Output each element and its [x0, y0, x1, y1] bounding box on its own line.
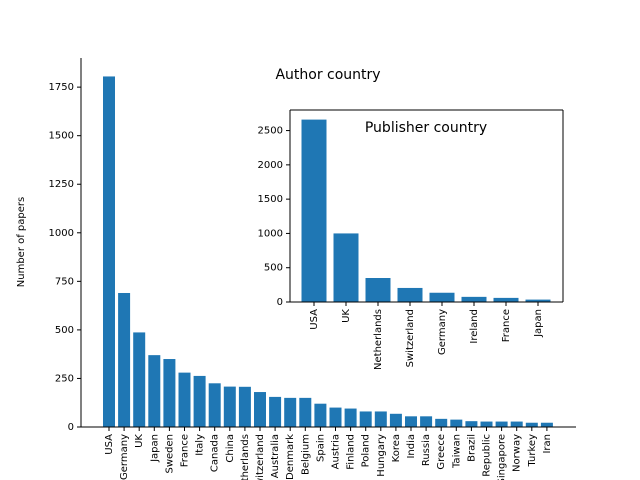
x-tick-label: Finland	[346, 434, 357, 470]
bar	[299, 397, 312, 427]
bar	[223, 386, 236, 427]
x-tick-label: Greece	[436, 434, 447, 470]
bar	[450, 419, 463, 427]
bar	[208, 383, 221, 427]
bar	[374, 411, 387, 427]
bar	[133, 332, 146, 427]
bar	[333, 233, 359, 302]
y-tick-label: 1000	[49, 228, 74, 239]
bar	[525, 299, 551, 302]
x-tick-label: China	[225, 434, 236, 463]
y-tick-label: 1250	[49, 179, 74, 190]
bar	[495, 421, 508, 427]
bar	[148, 355, 161, 427]
x-tick-label: Germany	[437, 309, 448, 355]
y-tick-label: 500	[264, 263, 283, 274]
bar	[301, 119, 327, 302]
y-tick-label: 1750	[49, 82, 74, 93]
x-tick-label: Australia	[270, 434, 281, 478]
bar	[359, 411, 372, 427]
chart-title: Publisher country	[365, 120, 487, 136]
bar	[254, 392, 266, 427]
x-tick-label: Hungary	[376, 434, 387, 477]
bar	[103, 76, 115, 427]
x-tick-label: Czech Republic	[482, 434, 493, 480]
bar	[269, 396, 282, 427]
bar	[118, 292, 131, 427]
y-axis-label: Number of papers	[16, 197, 27, 287]
x-tick-label: Ireland	[469, 309, 480, 344]
bar	[193, 375, 206, 427]
y-tick-label: 0	[68, 422, 74, 433]
bar	[389, 413, 402, 427]
y-tick-label: 0	[277, 297, 283, 308]
x-tick-label: Japan	[149, 434, 160, 463]
x-tick-label: UK	[341, 309, 352, 323]
x-tick-label: Singapore	[497, 434, 508, 480]
y-tick-label: 2500	[258, 126, 283, 137]
inset-background	[290, 110, 563, 302]
x-tick-label: Netherlands	[240, 434, 251, 480]
x-tick-label: Netherlands	[373, 309, 384, 370]
bar	[238, 386, 251, 427]
y-tick-label: 500	[55, 325, 74, 336]
x-tick-label: Korea	[391, 434, 402, 462]
x-tick-label: USA	[309, 309, 320, 330]
bar	[405, 416, 417, 427]
bar	[163, 359, 176, 427]
bar	[284, 397, 297, 427]
x-tick-label: Canada	[210, 434, 221, 472]
x-tick-label: Denmark	[285, 434, 296, 480]
bar	[344, 408, 357, 427]
y-tick-label: 1000	[258, 228, 283, 239]
x-tick-label: India	[406, 434, 417, 459]
bar	[435, 418, 448, 427]
x-tick-label: Poland	[361, 434, 372, 467]
x-tick-label: Switzerland	[405, 309, 416, 367]
bar	[461, 296, 487, 302]
x-tick-label: USA	[104, 434, 115, 455]
x-tick-label: Norway	[512, 434, 523, 472]
bar	[365, 278, 391, 302]
bar	[329, 407, 342, 427]
x-tick-label: Turkey	[527, 434, 538, 468]
x-tick-label: Japan	[533, 309, 544, 338]
y-tick-label: 2000	[258, 160, 283, 171]
bar	[510, 421, 523, 427]
x-tick-label: Belgium	[300, 434, 311, 475]
chart-title: Author country	[275, 67, 380, 83]
y-tick-label: 1500	[258, 194, 283, 205]
x-tick-label: Sweden	[164, 434, 175, 474]
x-tick-label: Taiwan	[451, 434, 462, 469]
x-tick-label: Iran	[542, 434, 553, 454]
x-tick-label: France	[501, 309, 512, 342]
y-tick-label: 750	[55, 276, 74, 287]
x-tick-label: France	[180, 434, 191, 467]
bar	[540, 422, 553, 427]
y-tick-label: 250	[55, 373, 74, 384]
x-tick-label: Brazil	[466, 434, 477, 462]
bar	[314, 403, 327, 427]
x-tick-label: Germany	[119, 434, 130, 480]
x-tick-label: Russia	[421, 434, 432, 466]
x-tick-label: Switzerland	[255, 434, 266, 480]
bar	[420, 416, 433, 427]
x-tick-label: UK	[134, 434, 145, 448]
x-tick-label: Spain	[315, 434, 326, 462]
bar	[493, 297, 519, 302]
bar	[178, 372, 191, 427]
bar	[397, 287, 423, 302]
bar	[429, 292, 455, 302]
bar	[525, 422, 538, 427]
x-tick-label: Austria	[331, 434, 342, 469]
bar	[480, 421, 493, 427]
y-tick-label: 1500	[49, 131, 74, 142]
bar	[465, 421, 478, 427]
x-tick-label: Italy	[195, 434, 206, 456]
